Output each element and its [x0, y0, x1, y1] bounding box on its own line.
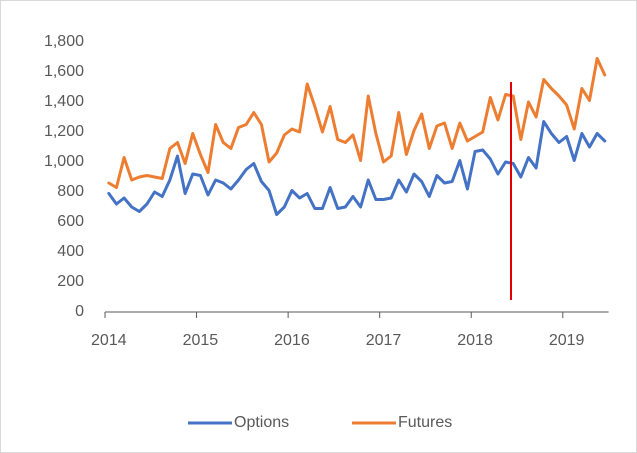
y-tick-label: 0: [75, 303, 84, 320]
plot-area: 0 200 400 600 800 1,000 1,200 1,400 1,600 1,800 Op…: [44, 33, 609, 431]
legend-label: Options: [234, 414, 289, 431]
legend-label: Futures: [398, 414, 452, 431]
y-tick-label: 1,800: [44, 33, 84, 50]
y-tick-label: 800: [57, 183, 84, 200]
y-tick-label: 1,000: [44, 153, 84, 170]
x-tick-label: 2015: [182, 332, 219, 349]
y-tick-label: 1,200: [44, 123, 84, 140]
x-tick-label: 2018: [457, 332, 493, 349]
x-tick-label: 2019: [548, 332, 585, 349]
series-line: [107, 120, 607, 216]
x-tick-label: 2014: [91, 332, 127, 349]
x-tick-label: 2017: [365, 332, 402, 349]
y-tick-label: 600: [57, 213, 84, 230]
y-tick-label: 200: [57, 273, 84, 290]
y-tick-label: 400: [57, 243, 84, 260]
x-tick-label: 2016: [274, 332, 310, 349]
y-tick-label: 1,400: [44, 93, 84, 110]
series-line: [107, 57, 607, 189]
y-tick-label: 1,600: [44, 63, 84, 80]
